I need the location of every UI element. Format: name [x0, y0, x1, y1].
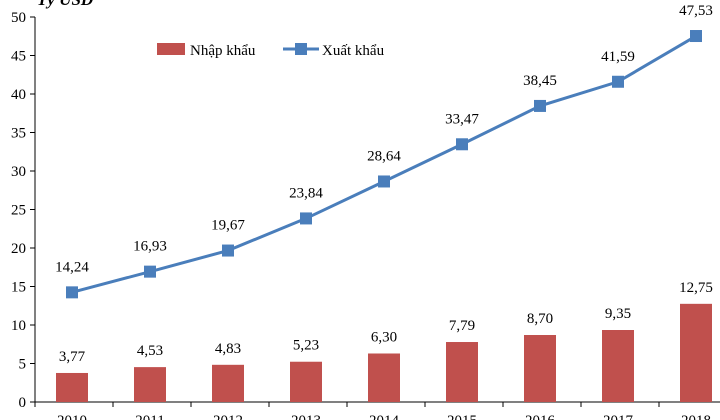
line-data-label: 47,53 — [679, 3, 713, 19]
x-tick-label: 2010 — [57, 413, 87, 420]
line-point-marker — [66, 286, 78, 299]
line-data-label: 28,64 — [367, 148, 401, 164]
y-tick-label: 20 — [11, 241, 26, 257]
line-data-label: 14,24 — [55, 259, 89, 275]
line-point-marker — [378, 175, 390, 188]
legend-label-xuat-khau: Xuất khẩu — [322, 43, 385, 59]
y-tick-label: 45 — [11, 49, 26, 65]
line-point-marker — [690, 30, 702, 43]
line-point-marker — [612, 75, 624, 88]
x-tick-label: 2012 — [213, 413, 243, 420]
y-tick-label: 5 — [19, 357, 27, 373]
y-tick-label: 10 — [11, 318, 26, 334]
x-tick-label: 2017 — [603, 413, 634, 420]
y-tick-label: 50 — [11, 10, 26, 26]
line-point-marker — [144, 265, 156, 278]
axes: 0 5 10 15 20 25 30 35 40 45 50 2010 2011 2012 2013 2014… — [11, 10, 720, 420]
bar-data-label: 5,23 — [293, 338, 319, 354]
line-series-xuat-khau: 14,24 16,93 19,67 23,84 28,64 33,47 38,45 41,59… — [55, 3, 713, 299]
bar-data-label: 6,30 — [371, 329, 397, 345]
line-point-marker — [222, 244, 234, 257]
legend-label-nhap-khau: Nhập khẩu — [190, 43, 256, 59]
line-data-label: 16,93 — [133, 239, 167, 255]
bar — [290, 361, 322, 402]
bar — [602, 330, 634, 402]
bar-data-label: 4,83 — [215, 341, 241, 357]
bar-series-nhap-khau: 3,77 4,53 4,83 5,23 6,30 7,79 8,70 9,35 12,75 — [56, 280, 713, 402]
legend-swatch-nhap-khau — [157, 43, 185, 55]
line-point-marker — [534, 99, 546, 112]
line-point-marker — [456, 138, 468, 151]
bar — [368, 353, 400, 402]
y-tick-label: 40 — [11, 87, 26, 103]
bar-data-label: 7,79 — [449, 318, 475, 334]
x-tick-label: 2014 — [369, 413, 400, 420]
x-tick-label: 2011 — [135, 413, 164, 420]
y-tick-label: 35 — [11, 126, 26, 142]
line-data-label: 41,59 — [601, 49, 635, 65]
bar-data-label: 9,35 — [605, 306, 631, 322]
y-tick-label: 25 — [11, 203, 26, 219]
bar-data-label: 4,53 — [137, 343, 163, 359]
bar — [446, 342, 478, 402]
line-data-label: 33,47 — [445, 111, 479, 127]
y-tick-label: 30 — [11, 164, 26, 180]
bar-data-label: 3,77 — [59, 349, 86, 365]
line-point-marker — [300, 212, 312, 225]
y-tick-label: 0 — [19, 395, 27, 411]
line-data-label: 23,84 — [289, 185, 323, 201]
bar-data-label: 8,70 — [527, 311, 553, 327]
bar — [680, 303, 712, 402]
line-data-label: 38,45 — [523, 73, 557, 89]
x-tick-label: 2018 — [681, 413, 711, 420]
bar — [212, 364, 244, 402]
legend-marker-xuat-khau — [295, 43, 307, 55]
x-tick-label: 2016 — [525, 413, 556, 420]
y-axis-label: Tỷ USD — [37, 0, 93, 9]
y-tick-label: 15 — [11, 280, 26, 296]
legend: Nhập khẩu Xuất khẩu — [157, 43, 385, 59]
line-data-label: 19,67 — [211, 218, 245, 234]
bar — [524, 335, 556, 402]
bar — [134, 367, 166, 402]
x-tick-label: 2015 — [447, 413, 477, 420]
x-tick-label: 2013 — [291, 413, 321, 420]
bar — [56, 372, 88, 402]
bar-data-label: 12,75 — [679, 280, 713, 296]
